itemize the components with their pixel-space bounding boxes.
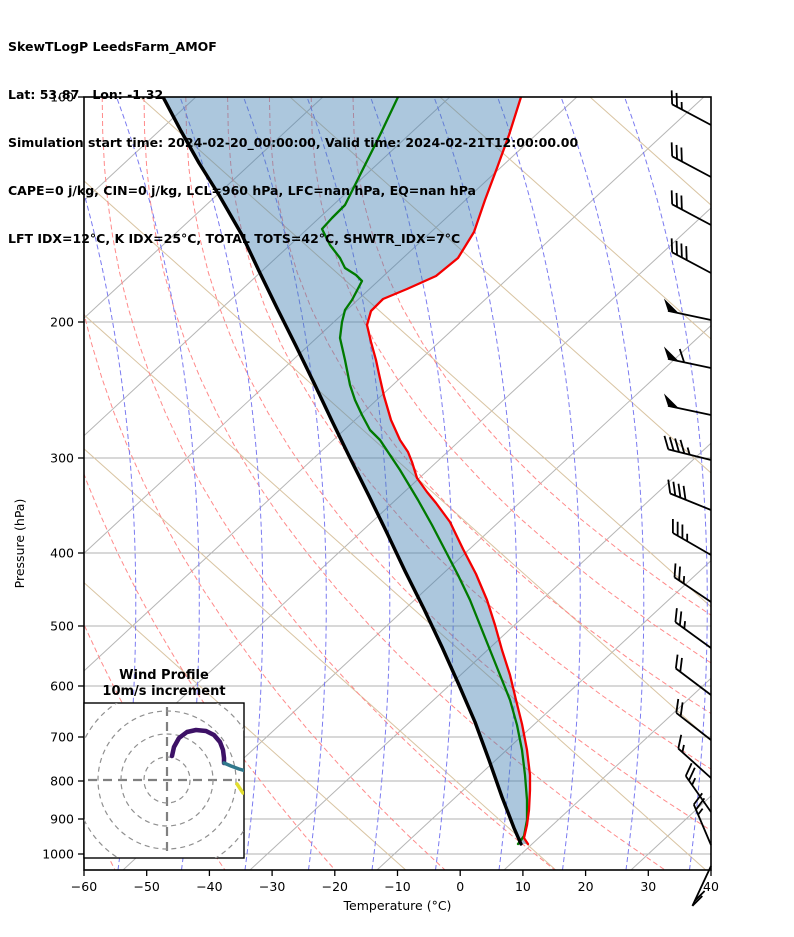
wind-barb (663, 346, 712, 369)
y-axis-label: Pressure (hPa) (12, 499, 27, 589)
x-tick-label: −20 (322, 879, 348, 894)
parcel-curve (161, 97, 523, 846)
isotherm-line (376, 560, 711, 870)
dry-adiabat-line (352, 97, 711, 616)
wind-barb (673, 563, 712, 603)
y-tick-label: 300 (50, 451, 74, 466)
dry-adiabat-line (227, 97, 711, 770)
isotherm-line (249, 442, 711, 870)
wind-barb (674, 654, 712, 696)
wind-barb (671, 519, 712, 556)
tan-adiabat-line (84, 448, 557, 870)
wind-barb (663, 393, 712, 416)
x-tick-label: −60 (71, 879, 97, 894)
figure-header: SkewTLogP LeedsFarm_AMOF Lat: 53.87 Lon:… (8, 7, 578, 279)
figure-times: Simulation start time: 2024-02-20_00:00:… (8, 135, 579, 150)
moist-adiabat-line (624, 97, 708, 870)
y-tick-label: 800 (50, 774, 74, 789)
axes: −60 −50 −40 −30 −20 −10 0 10 20 30 40 100 200 300 400 5… (12, 90, 719, 914)
hodograph-ring (143, 756, 191, 804)
dry-adiabat-line (268, 97, 711, 715)
tan-adiabat-line (289, 97, 711, 474)
x-tick-label: 20 (578, 879, 594, 894)
hodograph-trace-upper-level (235, 782, 244, 795)
figure-indices-2: LFT IDX=12°C, K IDX=25°C, TOTAL TOTS=42°… (8, 231, 461, 246)
moist-adiabat-line (243, 97, 327, 870)
x-tick-label: −30 (259, 879, 285, 894)
figure-location: Lat: 53.87 Lon: -1.32 (8, 87, 164, 102)
hodograph-trace-low-level (169, 727, 227, 766)
x-tick-label: 40 (703, 879, 719, 894)
wind-barb (691, 865, 712, 907)
y-tick-label: 900 (50, 812, 74, 827)
wind-barb (663, 298, 712, 321)
y-tick-label: 200 (50, 315, 74, 330)
wind-barb (677, 734, 712, 779)
hodograph-ring (97, 710, 237, 850)
wind-barb (670, 238, 712, 274)
wind-barb (670, 90, 712, 126)
y-tick-label: 600 (50, 679, 74, 694)
x-tick-label: 10 (515, 879, 531, 894)
hodograph-trace-mid-level (222, 761, 244, 773)
figure-indices-1: CAPE=0 j/kg, CIN=0 j/kg, LCL=960 hPa, LF… (8, 183, 476, 198)
x-tick-label: 30 (640, 879, 656, 894)
y-tick-label: 500 (50, 619, 74, 634)
moist-adiabat-line (433, 97, 518, 870)
moist-adiabat-line (370, 97, 454, 870)
tan-adiabat-line (439, 97, 711, 340)
isotherm-line (84, 97, 705, 672)
wind-barb (670, 142, 712, 178)
wind-barb (675, 698, 712, 741)
moist-adiabat-line (179, 97, 264, 870)
y-tick-label: 400 (50, 546, 74, 561)
profile-curves (161, 97, 532, 846)
wind-barb (674, 608, 712, 649)
x-tick-label: 0 (456, 879, 464, 894)
moist-adiabat-line (560, 97, 645, 870)
tan-adiabat-line (84, 180, 711, 742)
hodograph-subtitle: 10m/s increment (102, 684, 225, 699)
temperature-curve (365, 97, 532, 846)
dewpoint-curve (320, 97, 529, 846)
wind-barb (692, 792, 712, 846)
tan-adiabat-line (589, 97, 711, 206)
isotherm-line (84, 97, 451, 437)
dry-adiabat-line (101, 97, 556, 870)
hodograph-ring (120, 733, 214, 827)
y-tick-label: 1000 (42, 847, 74, 862)
x-tick-label: −40 (196, 879, 222, 894)
figure-title: SkewTLogP LeedsFarm_AMOF (8, 39, 217, 54)
y-tick-label: 100 (50, 90, 74, 105)
tan-adiabat-line (84, 314, 707, 870)
x-axis-label: Temperature (°C) (343, 898, 452, 913)
tan-adiabat-line (84, 582, 407, 870)
wind-barb (684, 762, 712, 813)
y-tick-label: 700 (50, 730, 74, 745)
moist-adiabat-line (497, 97, 581, 870)
wind-barb (663, 435, 712, 461)
dry-adiabat-line (143, 97, 666, 870)
dry-adiabat-line (310, 97, 711, 664)
wind-barb (667, 479, 712, 511)
hodograph-title: Wind Profile (119, 668, 209, 683)
x-tick-label: −10 (384, 879, 410, 894)
wind-barb-column (663, 90, 712, 907)
wind-barb (670, 190, 712, 226)
isotherm-line (84, 97, 578, 555)
isotherm-line (84, 97, 324, 319)
isotherm-line (503, 677, 711, 870)
x-tick-label: −50 (134, 879, 160, 894)
dry-adiabat-line (185, 97, 711, 832)
isotherm-line (630, 795, 711, 870)
